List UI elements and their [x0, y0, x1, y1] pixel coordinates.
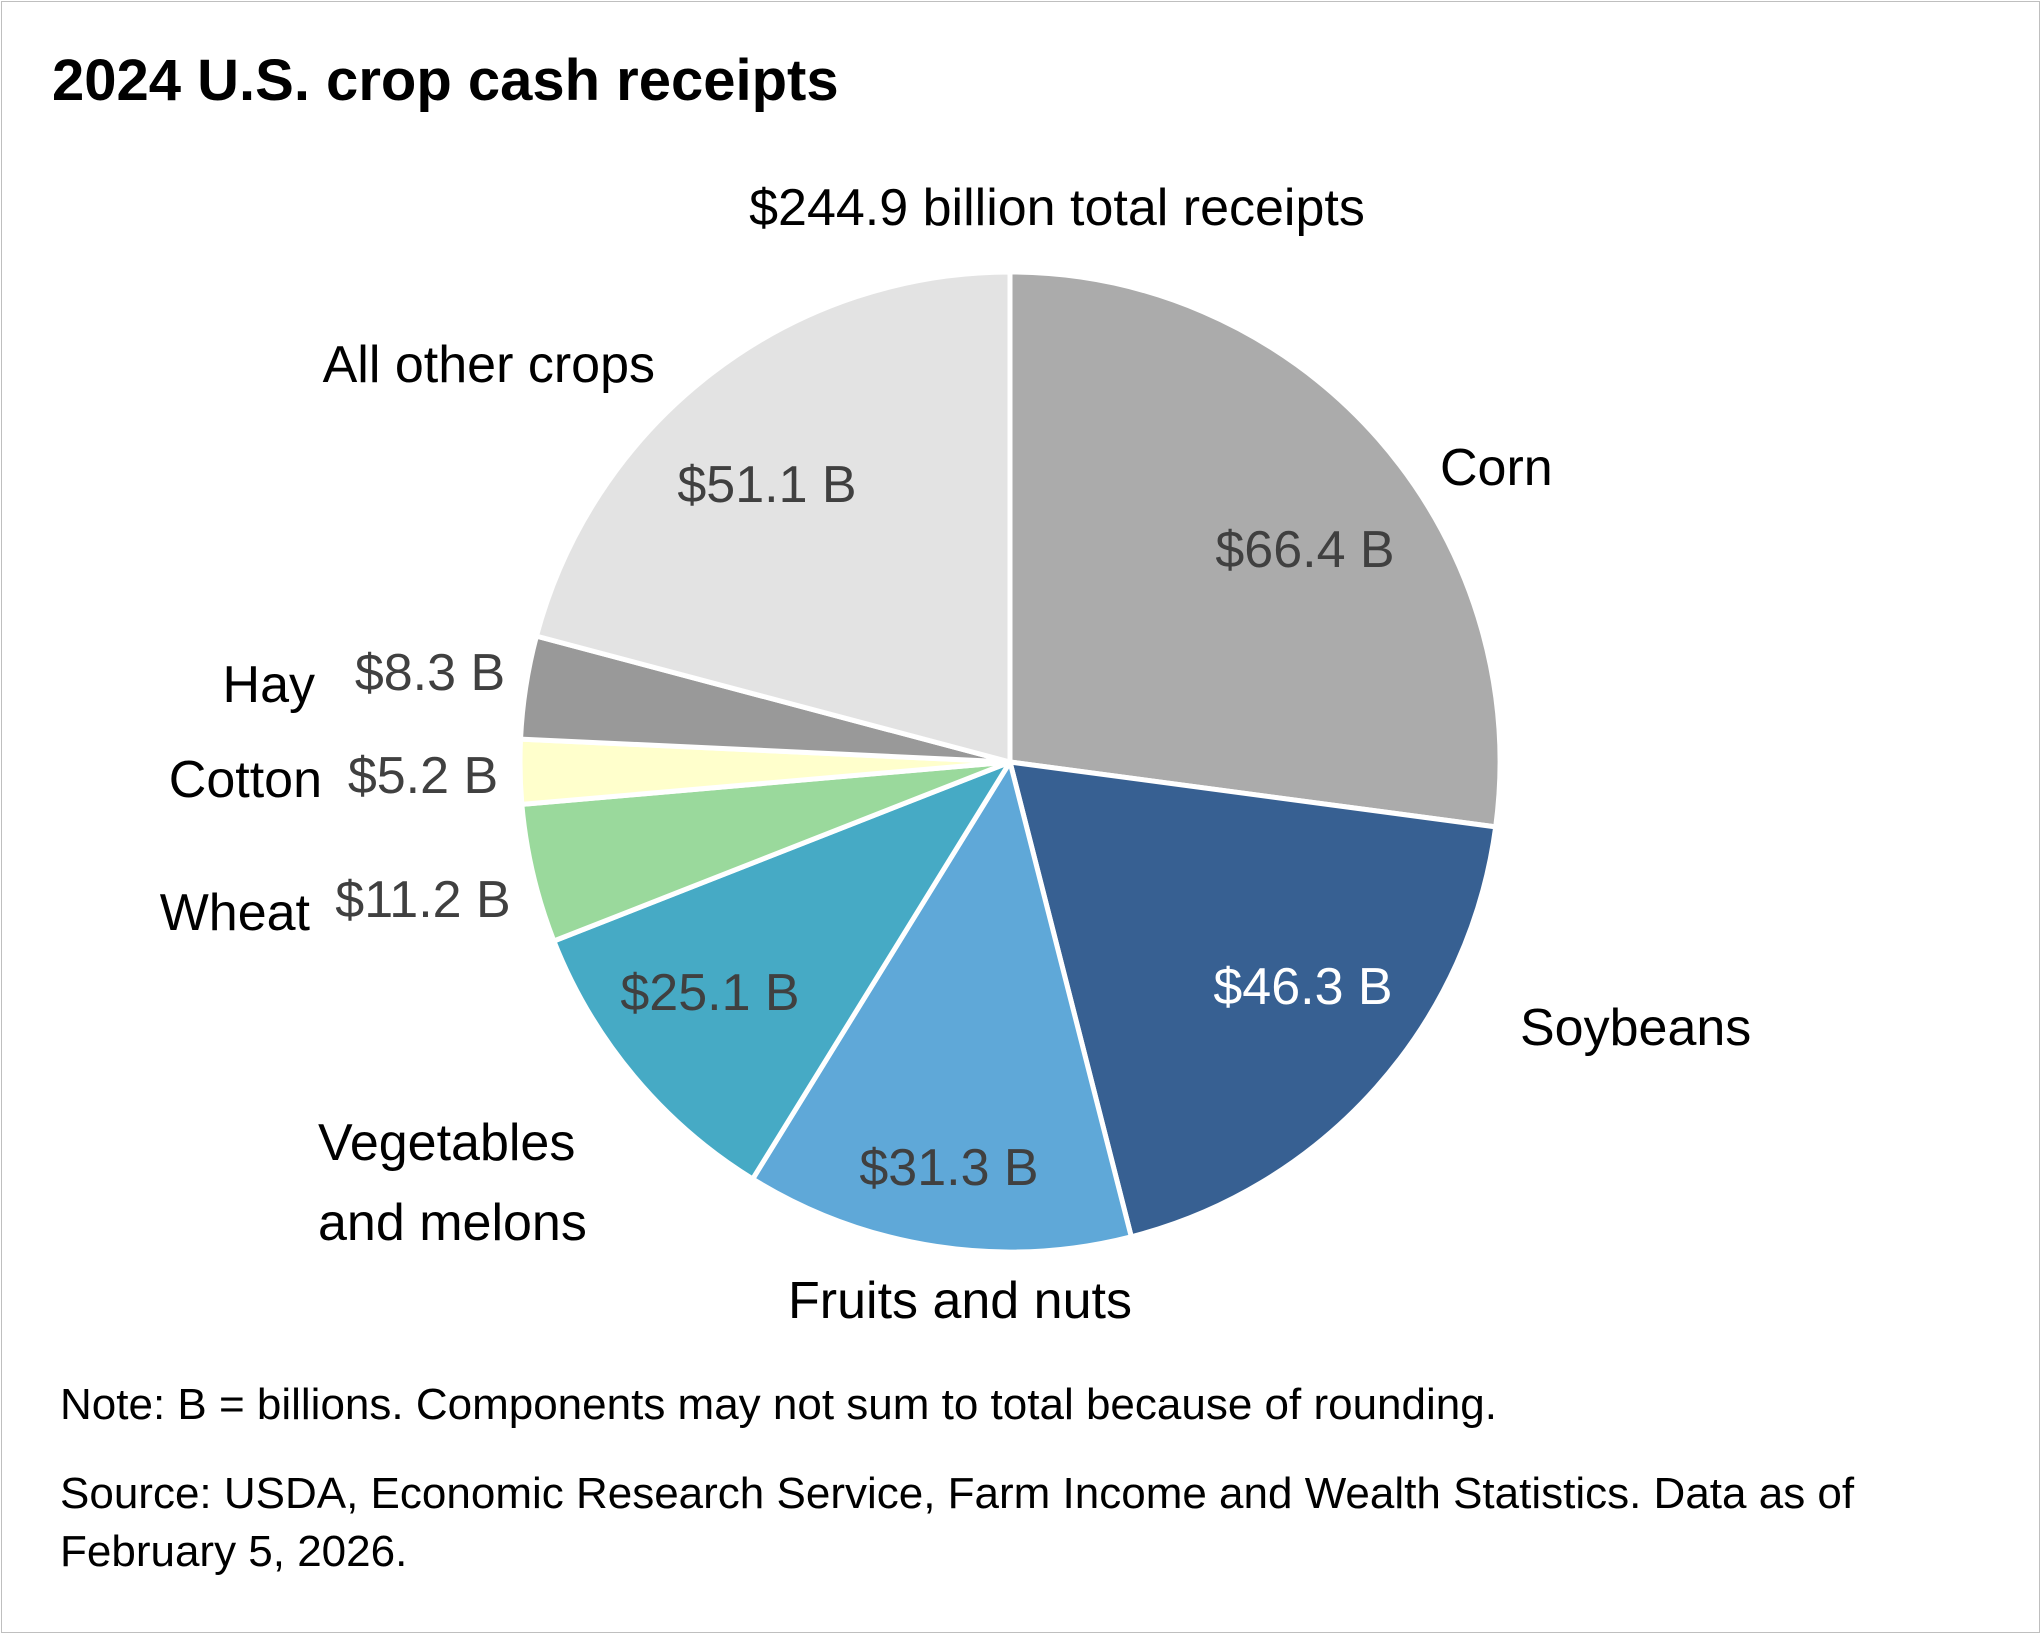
- pie-slice-fruits-and-nuts: [750, 759, 1134, 1255]
- pie-slice-all-other-crops: [533, 269, 1013, 765]
- category-label-all-other-crops: All other crops: [323, 336, 655, 394]
- pie-slices: [517, 269, 1503, 1255]
- chart-note: Note: B = billions. Components may not s…: [60, 1380, 1497, 1429]
- pie-value-labels: $66.4 B $46.3 B $31.3 B $25.1 B $11.2 B $5.2 …: [335, 456, 1394, 1197]
- value-label-soybeans: $46.3 B: [1213, 958, 1392, 1016]
- category-label-vegetables-and-melons: Vegetables and melons: [318, 1114, 587, 1252]
- category-label-corn: Corn: [1440, 439, 1553, 497]
- category-label-wheat: Wheat: [160, 884, 311, 942]
- chart-source: Source: USDA, Economic Research Service,…: [60, 1469, 1855, 1576]
- category-label-line: Fruits and nuts: [788, 1272, 1132, 1330]
- chart-subtitle: $244.9 billion total receipts: [749, 179, 1365, 237]
- value-label-corn: $66.4 B: [1215, 521, 1394, 579]
- category-label-fruits-and-nuts: Fruits and nuts: [788, 1272, 1132, 1330]
- category-label-line: Cotton: [169, 751, 322, 809]
- category-label-line: All other crops: [323, 336, 655, 394]
- pie-slice-vegetables-and-melons: [551, 759, 1013, 1182]
- value-label-wheat: $11.2 B: [335, 871, 510, 929]
- value-label-cotton: $5.2 B: [348, 747, 498, 805]
- value-label-fruits-and-nuts: $31.3 B: [859, 1139, 1038, 1197]
- category-label-line: Wheat: [160, 884, 311, 942]
- pie-category-labels: Corn Soybeans Fruits and nuts Vegetables and…: [160, 336, 1752, 1330]
- value-label-all-other-crops: $51.1 B: [677, 456, 856, 514]
- pie-chart: $244.9 billion total receipts $66.4 B $46…: [160, 179, 1752, 1330]
- value-label-hay: $8.3 B: [355, 644, 505, 702]
- category-label-line: and melons: [318, 1194, 587, 1252]
- category-label-line: Corn: [1440, 439, 1553, 497]
- category-label-line: Soybeans: [1520, 999, 1751, 1057]
- chart-title: 2024 U.S. crop cash receipts: [52, 48, 839, 113]
- category-label-line: Vegetables: [318, 1114, 575, 1172]
- category-label-soybeans: Soybeans: [1520, 999, 1751, 1057]
- pie-slice-corn: [1007, 269, 1503, 830]
- pie-slice-soybeans: [1007, 759, 1499, 1240]
- category-label-hay: Hay: [223, 656, 315, 714]
- category-label-line: Hay: [223, 656, 315, 714]
- category-label-cotton: Cotton: [169, 751, 322, 809]
- value-label-vegetables-and-melons: $25.1 B: [620, 964, 799, 1022]
